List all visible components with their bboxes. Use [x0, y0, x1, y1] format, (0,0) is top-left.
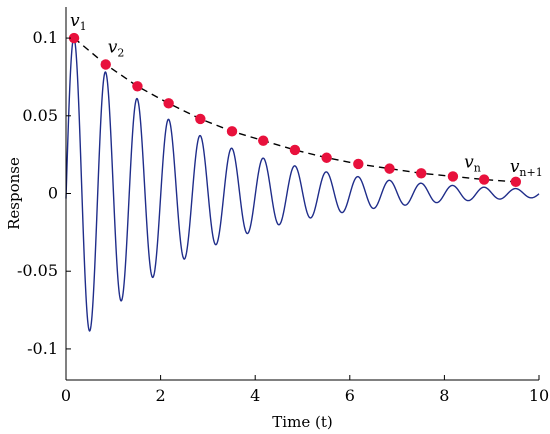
envelope-dashed-line	[73, 37, 516, 183]
peak-marker	[478, 174, 490, 185]
peak-marker	[163, 98, 174, 109]
peak-marker	[384, 163, 395, 174]
x-tick-label: 10	[529, 386, 549, 405]
y-tick-label: -0.05	[17, 261, 58, 280]
plot-area	[65, 32, 540, 332]
point-annotation: vn+1	[510, 157, 543, 179]
annotation-subscript: 1	[80, 20, 87, 33]
point-annotation: v2	[108, 38, 125, 60]
labels: 0 2 4 6 8 10 -0.1 -0.05 0 0.05 0.1 Time (t) Response…	[5, 11, 549, 431]
annotation-symbol: v	[70, 11, 80, 31]
peak-marker	[289, 144, 301, 156]
annotation-symbol: v	[510, 157, 520, 177]
y-tick-label: 0.1	[33, 28, 58, 47]
peak-marker	[226, 126, 238, 137]
peak-marker	[195, 113, 206, 125]
point-annotation: v1	[70, 11, 87, 33]
y-tick-label: -0.1	[27, 339, 58, 358]
x-tick-label: 6	[345, 386, 355, 405]
x-tick-label: 8	[439, 386, 449, 405]
response-signal-line	[65, 37, 540, 332]
peak-marker	[353, 158, 364, 170]
y-tick-label: 0.05	[22, 106, 58, 125]
y-axis-title: Response	[5, 157, 23, 230]
x-tick-label: 4	[250, 386, 260, 405]
peak-marker	[68, 32, 80, 44]
peak-marker	[447, 171, 459, 182]
y-tick-label: 0	[48, 184, 58, 203]
annotation-symbol: v	[464, 153, 474, 173]
annotation-subscript: n+1	[519, 166, 542, 179]
annotation-symbol: v	[108, 38, 118, 58]
axes	[65, 7, 540, 381]
peak-marker	[510, 176, 522, 188]
x-tick-label: 2	[156, 386, 166, 405]
peak-marker	[258, 135, 269, 146]
point-annotation: vn	[464, 153, 481, 175]
peak-marker	[100, 59, 111, 70]
peak-marker	[416, 168, 427, 179]
annotation-subscript: 2	[117, 47, 124, 60]
peak-marker	[321, 152, 332, 163]
peak-marker	[132, 81, 143, 92]
x-axis-title: Time (t)	[272, 413, 332, 431]
x-tick-label: 0	[61, 386, 71, 405]
annotation-subscript: n	[474, 162, 481, 175]
